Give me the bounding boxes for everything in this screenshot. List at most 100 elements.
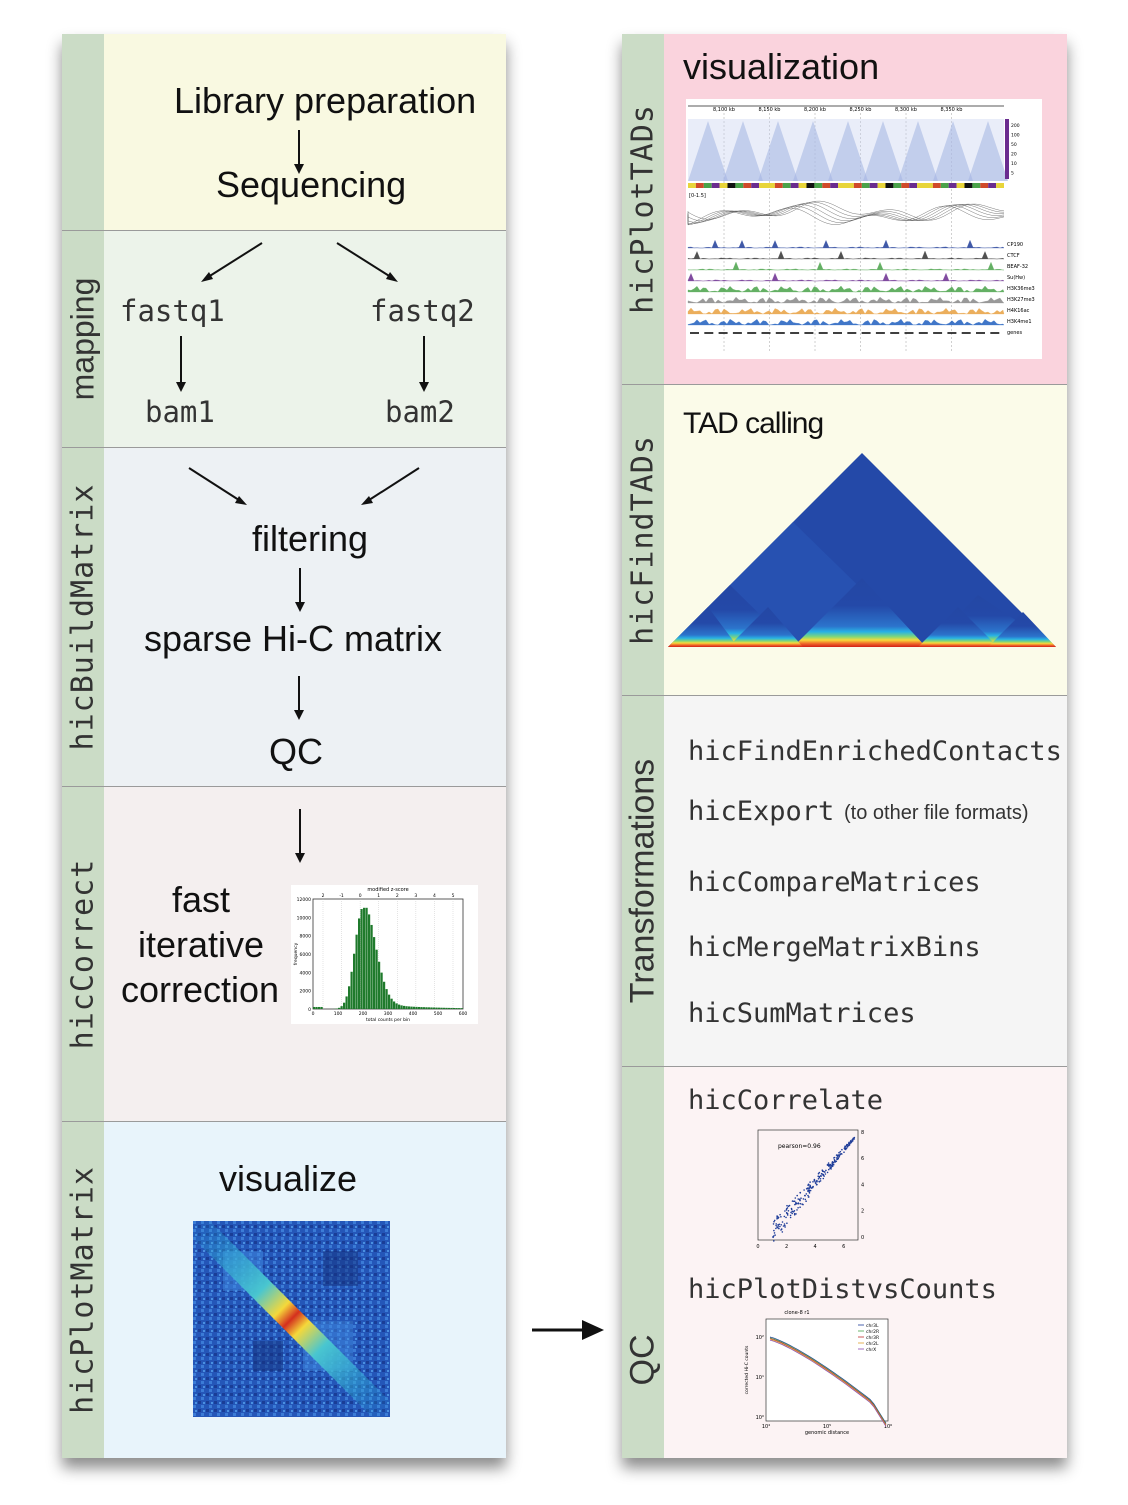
scatter-point xyxy=(796,1195,798,1197)
browser-state-segment xyxy=(854,183,862,188)
histogram-bar xyxy=(453,1008,455,1009)
histogram-bar xyxy=(396,1003,398,1009)
browser-state-segment xyxy=(878,183,886,188)
browser-coord-label: 8,100 kb xyxy=(713,107,735,113)
library-preparation-text: Library preparation xyxy=(174,80,476,122)
scatter-point xyxy=(820,1176,822,1178)
scatter-point xyxy=(775,1228,777,1230)
scatter-y-tick: 8 xyxy=(861,1130,864,1136)
browser-state-segment xyxy=(735,183,743,188)
correction-line3: correction xyxy=(121,969,279,1011)
browser-state-segment xyxy=(886,183,894,188)
histogram-bar xyxy=(403,1006,405,1009)
arrow-sparse-to-qc xyxy=(292,676,312,722)
library-panel: Library preparation Sequencing xyxy=(62,34,506,231)
histogram-x-tick: 300 xyxy=(384,1011,393,1017)
scatter-point xyxy=(789,1205,791,1207)
scatter-annotation: pearson=0.96 xyxy=(778,1143,821,1150)
histogram-bar xyxy=(378,962,380,1009)
scatter-point xyxy=(808,1196,810,1198)
browser-track-signal xyxy=(688,319,1004,325)
scatter-point xyxy=(786,1222,788,1224)
scatter-point xyxy=(824,1171,826,1173)
scatter-point xyxy=(853,1137,855,1139)
histogram-bar xyxy=(368,914,370,1009)
scatter-point xyxy=(847,1146,849,1148)
genome-browser-figure: 8,100 kb 8,150 kb 8,200 kb 8,250 kb 8,300 kb… xyxy=(686,99,1042,359)
browser-state-segment xyxy=(759,183,767,188)
histogram-x-tick: 400 xyxy=(409,1011,418,1017)
filtering-text: filtering xyxy=(252,518,368,560)
scatter-point xyxy=(818,1178,820,1180)
scatter-point xyxy=(846,1144,848,1146)
scatter-point xyxy=(787,1207,789,1209)
scatter-point xyxy=(797,1198,799,1200)
histogram-bar xyxy=(421,1007,423,1009)
histogram-bar xyxy=(413,1007,415,1009)
arrow-to-downstream-analysis xyxy=(532,1316,606,1344)
plot-tads-label-strip: hicPlotTADs xyxy=(622,34,664,384)
histogram-x-tick: 0 xyxy=(312,1011,315,1017)
scatter-point xyxy=(785,1217,787,1219)
histogram-bar xyxy=(443,1008,445,1009)
scatter-point xyxy=(792,1200,794,1202)
browser-state-segment xyxy=(909,183,917,188)
scatter-point xyxy=(835,1161,837,1163)
scatter-point xyxy=(783,1225,785,1227)
scatter-point xyxy=(809,1191,811,1193)
scatter-point xyxy=(790,1212,792,1214)
histogram-bar xyxy=(431,1007,433,1009)
browser-state-segment xyxy=(949,183,957,188)
histogram-bar xyxy=(321,1007,323,1009)
scatter-point xyxy=(788,1210,790,1212)
scatter-point xyxy=(830,1165,832,1167)
tad-triangle-heatmap xyxy=(668,453,1058,649)
scatter-point xyxy=(809,1185,811,1187)
browser-track-label: H3K36me3 xyxy=(1007,286,1035,292)
browser-state-segment xyxy=(988,183,996,188)
browser-state-segment xyxy=(980,183,988,188)
scatter-point xyxy=(798,1202,800,1204)
scatter-point xyxy=(794,1201,796,1203)
contact-matrix-heatmap xyxy=(193,1221,390,1417)
histogram-bar xyxy=(341,1006,343,1009)
browser-state-segment xyxy=(996,183,1004,188)
browser-state-segment xyxy=(696,183,704,188)
scatter-point xyxy=(782,1231,784,1233)
histogram-bar xyxy=(353,954,355,1009)
tool-correlate: hicCorrelate xyxy=(688,1085,883,1116)
histogram-bar xyxy=(356,935,358,1009)
histogram-frame xyxy=(313,899,463,1009)
browser-state-segment xyxy=(862,183,870,188)
histogram-y-tick: 10000 xyxy=(297,915,311,921)
visualize-text: visualize xyxy=(219,1158,357,1200)
histogram-top-tick: 4 xyxy=(433,893,436,899)
plot-tads-panel: hicPlotTADs visualization 8,100 kb 8,150 … xyxy=(622,34,1067,385)
browser-hic-band xyxy=(688,119,1004,181)
histogram-bar xyxy=(313,1007,315,1009)
browser-state-segment xyxy=(901,183,909,188)
histogram-y-tick: 8000 xyxy=(300,934,312,940)
scatter-point xyxy=(841,1153,843,1155)
scatter-point xyxy=(774,1220,776,1222)
scatter-point xyxy=(806,1188,808,1190)
browser-coord-label: 8,350 kb xyxy=(941,107,963,113)
scatter-point xyxy=(805,1199,807,1201)
scatter-point xyxy=(837,1154,839,1156)
scatter-point xyxy=(819,1176,821,1178)
scatter-point xyxy=(776,1218,778,1220)
histogram-bar xyxy=(363,908,365,1009)
browser-insulation-line xyxy=(688,205,1004,224)
left-pipeline-column: Library preparation Sequencing mapping f… xyxy=(62,34,506,1458)
plot-matrix-label: hicPlotMatrix xyxy=(66,1166,101,1414)
browser-state-segment xyxy=(846,183,854,188)
histogram-bar xyxy=(418,1007,420,1009)
browser-scale-tick: 20 xyxy=(1011,152,1017,158)
scatter-point xyxy=(843,1151,845,1153)
browser-state-segment xyxy=(712,183,720,188)
sequencing-text: Sequencing xyxy=(216,164,406,206)
browser-coord-label: 8,150 kb xyxy=(759,107,781,113)
scatter-x-tick: 2 xyxy=(785,1244,788,1250)
browser-scale-tick: 50 xyxy=(1011,142,1017,148)
histogram-bar xyxy=(398,1005,400,1009)
